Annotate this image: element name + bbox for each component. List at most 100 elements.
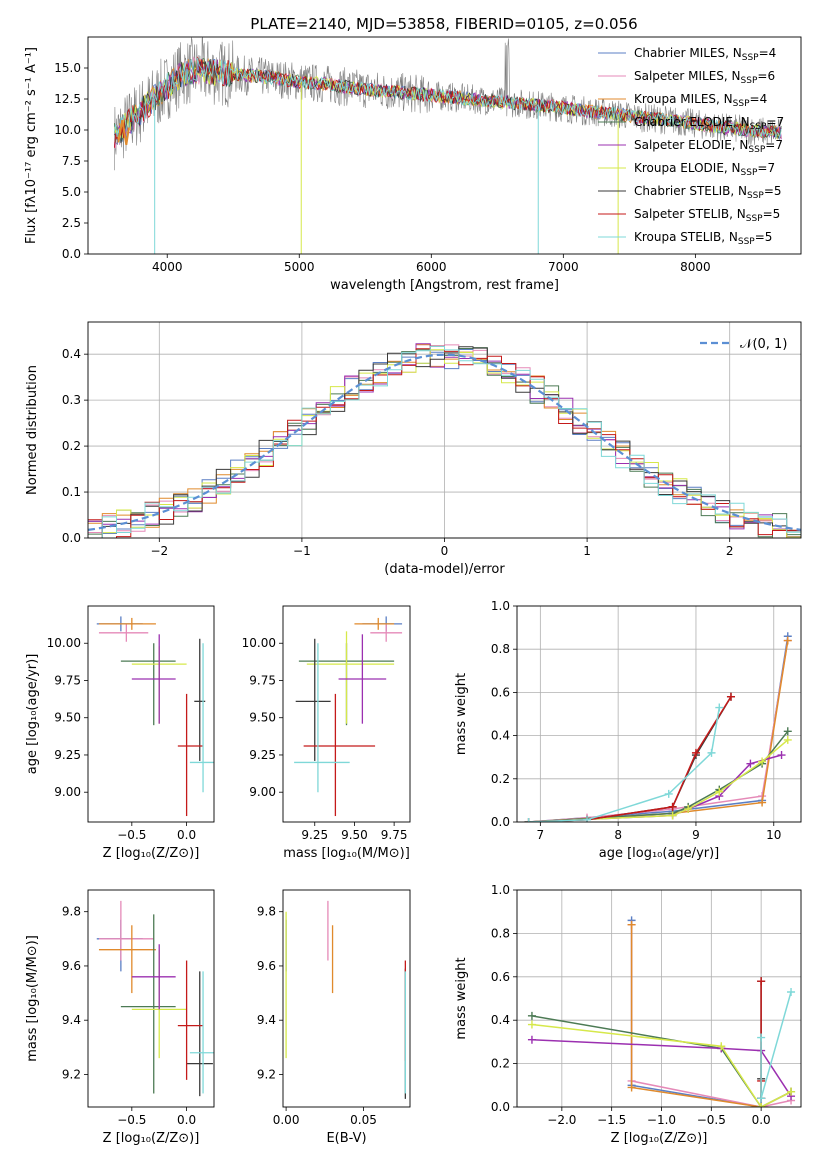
massweight-vs-Z-point-marker [717, 1042, 726, 1051]
massweight-vs-Z-point-marker [527, 1011, 536, 1020]
legend-label: Kroupa STELIB, NSSP=5 [634, 230, 772, 247]
age-vs-mass-errorbar [295, 638, 331, 761]
mass-vs-Z-errorbar [98, 925, 156, 994]
massweight-vs-age-point-marker [758, 757, 767, 766]
massweight-vs-age-point-marker [684, 805, 693, 814]
mass-vs-Z-xtick-label: −0.5 [117, 1113, 146, 1127]
massweight-vs-age-point-marker [583, 815, 592, 822]
age-vs-Z-xlabel: Z [log₁₀(Z/Z⊙)] [103, 846, 200, 861]
mass-vs-Z-axes: −0.5 0.0 9.2 9.4 9.6 9.8 Z [log₁₀(Z/Z⊙)] mass [… [25, 889, 215, 1146]
residuals-axes: −2 −1 0 1 2 0.0 0.1 0.2 0.3 0.4 (data-model)/error… [25, 321, 802, 577]
age-vs-Z-ytick-label: 9.75 [54, 673, 81, 687]
age-vs-Z-errorbar [189, 643, 214, 793]
massweight-vs-age-frame [516, 605, 802, 823]
legend-label: Kroupa ELODIE, NSSP=7 [634, 161, 775, 178]
mass-vs-Z-ytick-label: 9.4 [62, 1013, 81, 1027]
spectrum-ytick-label: 15.0 [54, 61, 81, 75]
massweight-vs-age-point-marker [707, 748, 716, 757]
massweight-vs-age-point-marker [746, 759, 755, 768]
massweight-vs-age-series-line [528, 640, 789, 822]
massweight-vs-Z-series-line [760, 991, 792, 1099]
spectrum-ylabel: Flux [fλ10⁻¹⁷ erg cm⁻² s⁻¹ A⁻¹] [24, 47, 39, 244]
massweight-vs-age-xlabel: age [log₁₀(age/yr)] [599, 846, 720, 861]
massweight-vs-age-point-marker [783, 727, 792, 736]
mass-vs-Z-xtick-label: 0.0 [177, 1113, 196, 1127]
massweight-vs-Z-xtick-label: 0.0 [752, 1113, 771, 1127]
massweight-vs-Z-xtick-label: −0.5 [697, 1113, 726, 1127]
spectrum-xtick-label: 7000 [548, 260, 579, 274]
spectrum-xtick-label: 8000 [680, 260, 711, 274]
massweight-vs-age-xtick-label: 7 [537, 828, 545, 842]
figure-title: PLATE=2140, MJD=53858, FIBERID=0105, z=0… [250, 15, 637, 33]
legend-label: Kroupa MILES, NSSP=4 [634, 92, 767, 109]
age-vs-Z-xtick-label: 0.0 [177, 828, 196, 842]
age-vs-mass-xtick-label: 9.75 [381, 828, 408, 842]
spectrum-ytick-label: 12.5 [54, 92, 81, 106]
age-vs-Z-errorbar [98, 623, 149, 642]
residuals-ytick-label: 0.4 [62, 347, 81, 361]
age-vs-Z-ytick-label: 9.00 [54, 785, 81, 799]
mass-vs-Z-frame [87, 889, 215, 1108]
massweight-vs-Z-ytick-label: 0.6 [491, 970, 510, 984]
massweight-vs-age-point-marker [691, 748, 700, 757]
mass-vs-EBV-xtick-label: 0.00 [273, 1113, 300, 1127]
massweight-vs-Z-ytick-label: 1.0 [491, 883, 510, 897]
massweight-vs-age-point-marker [664, 789, 673, 798]
mass-vs-EBV-ytick-label: 9.4 [257, 1013, 276, 1027]
massweight-vs-age-point-marker [668, 811, 677, 820]
age-vs-Z-ytick-label: 10.00 [47, 636, 81, 650]
massweight-vs-Z-point-marker [527, 1035, 536, 1044]
massweight-vs-age-point-marker [715, 787, 724, 796]
massweight-vs-Z-point-marker [627, 920, 636, 929]
massweight-vs-Z-point-marker [787, 987, 796, 996]
age-vs-mass-xtick-label: 9.25 [301, 828, 328, 842]
age-vs-mass-ytick-label: 9.50 [249, 711, 276, 725]
mass-vs-EBV-ytick-label: 9.2 [257, 1067, 276, 1081]
gaussian-reference-curve [87, 353, 802, 531]
massweight-vs-age-ytick-label: 0.4 [491, 729, 510, 743]
massweight-vs-age-ytick-label: 0.8 [491, 642, 510, 656]
massweight-vs-age-series-line [528, 636, 789, 822]
residuals-ytick-label: 0.0 [62, 531, 81, 545]
histogram-series [101, 346, 801, 538]
massweight-vs-Z-point-marker [787, 1087, 796, 1096]
massweight-vs-age-axes: 7 8 9 10 0.0 0.2 0.4 0.6 0.8 1.0 age [log₁₀(age/yr… [454, 599, 802, 861]
massweight-vs-Z-xtick-label: −2.0 [547, 1113, 576, 1127]
mass-vs-Z-ytick-label: 9.8 [62, 905, 81, 919]
mass-vs-Z-ytick-label: 9.2 [62, 1067, 81, 1081]
massweight-vs-age-series-line [528, 739, 789, 822]
age-vs-Z-xtick-label: −0.5 [117, 828, 146, 842]
mass-vs-EBV-xtick-label: 0.05 [350, 1113, 377, 1127]
residuals-ytick-label: 0.1 [62, 485, 81, 499]
mass-vs-Z-errorbar [131, 944, 176, 1010]
massweight-vs-Z-xtick-label: −1.5 [597, 1113, 626, 1127]
age-vs-mass-errorbar [354, 617, 395, 630]
histogram-series [101, 345, 801, 538]
massweight-vs-age-xtick-label: 8 [614, 828, 622, 842]
age-vs-mass-errorbar [303, 693, 376, 817]
massweight-vs-Z-xtick-label: −1.0 [647, 1113, 676, 1127]
massweight-vs-age-ytick-label: 0.2 [491, 772, 510, 786]
residuals-xtick-label: 2 [726, 544, 734, 558]
spectrum-xtick-label: 4000 [152, 260, 183, 274]
legend-label: Salpeter MILES, NSSP=6 [634, 69, 775, 86]
mass-vs-Z-errorbar [96, 919, 143, 972]
spectrum-model-line [114, 57, 782, 144]
massweight-vs-Z-ytick-label: 0.2 [491, 1057, 510, 1071]
spectrum-axes: 4000 5000 6000 7000 8000 0.0 2.5 5.0 7.5 10.0 12.5… [24, 36, 802, 293]
spectrum-xtick-label: 6000 [416, 260, 447, 274]
spectrum-model-start [117, 119, 130, 146]
mass-vs-EBV-ytick-label: 9.8 [257, 905, 276, 919]
residuals-xtick-label: −2 [150, 544, 168, 558]
massweight-vs-Z-ytick-label: 0.0 [491, 1100, 510, 1114]
age-vs-mass-frame [282, 605, 411, 823]
spectrum-ytick-label: 0.0 [62, 247, 81, 261]
age-vs-mass-errorbar [306, 631, 395, 724]
age-vs-mass-errorbar [294, 643, 350, 793]
mass-vs-Z-errorbar [98, 900, 154, 961]
spectrum-xlabel: wavelength [Angstrom, rest frame] [330, 278, 559, 293]
residuals-xtick-label: 0 [441, 544, 449, 558]
massweight-vs-Z-axes: −2.0 −1.5 −1.0 −0.5 0.0 0.0 0.2 0.4 0.6 0.8 1.0 Z [… [454, 883, 802, 1146]
massweight-vs-age-point-marker [668, 802, 677, 811]
